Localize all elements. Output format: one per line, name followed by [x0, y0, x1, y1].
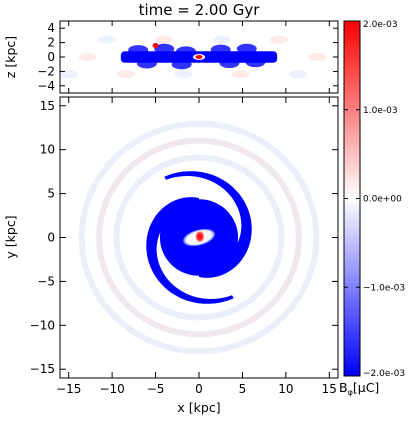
edge-on-slab-lobe — [154, 43, 175, 54]
edge-on-slab-lobe — [245, 57, 266, 68]
edge-on-faint-streak — [117, 70, 136, 79]
face-on-y-tick-label: 10 — [40, 143, 55, 157]
edge-on-y-tick-label: 0 — [47, 50, 55, 64]
edge-on-faint-streak — [60, 70, 78, 79]
face-on-faint-ring — [113, 154, 285, 321]
edge-on-faint-streak — [155, 35, 174, 44]
edge-on-slab-lobe — [136, 58, 157, 69]
edge-on-slab-lobe — [175, 46, 196, 57]
edge-on-slab-lobe — [210, 44, 231, 55]
edge-on-y-tick-label: −4 — [37, 79, 55, 93]
face-on-y-tick-label: 0 — [47, 231, 55, 245]
face-on-y-tick-label: −5 — [37, 274, 55, 288]
colorbar-label-sub: φ — [348, 388, 353, 397]
edge-on-y-tick-label: 2 — [47, 36, 55, 50]
edge-on-slab-lobe — [219, 58, 240, 69]
face-on-x-tick-label: 0 — [195, 382, 203, 396]
face-on-y-tick-label: −15 — [30, 362, 55, 376]
chart-title: time = 2.00 Gyr — [139, 1, 261, 19]
face-on-x-tick-label: −15 — [56, 382, 81, 396]
edge-on-slab-lobe — [128, 45, 149, 56]
face-on-y-tick-label: 5 — [47, 187, 55, 201]
edge-on-y-axis-label: z [kpc] — [3, 36, 18, 78]
edge-on-positive-spot — [152, 42, 159, 48]
face-on-x-tick-label: 5 — [239, 382, 247, 396]
edge-on-faint-streak — [289, 70, 308, 79]
edge-on-positive-core — [195, 55, 203, 59]
colorbar-label-base: B — [339, 380, 348, 395]
face-on-x-tick-label: 15 — [322, 382, 337, 396]
edge-on-y-tick-label: −2 — [37, 64, 55, 78]
edge-on-field-map — [60, 35, 327, 79]
face-on-ticks: −15 −10 −5 0 5 10 15 −15 −10 −5 0 5 10 15 — [30, 97, 338, 396]
face-on-x-axis-label: x [kpc] — [177, 400, 220, 415]
edge-on-slab-lobe — [171, 59, 192, 70]
edge-on-slab-lobe — [236, 43, 257, 54]
edge-on-faint-streak — [231, 70, 250, 79]
colorbar-label-unit: [μC] — [353, 380, 379, 395]
edge-on-faint-streak — [212, 35, 231, 44]
face-on-y-axis-label: y [kpc] — [3, 215, 18, 258]
face-on-positive-core — [195, 230, 205, 243]
face-on-faint-ring — [78, 120, 320, 355]
colorbar-tick-label: −2.0e-03 — [363, 369, 405, 379]
colorbar-tick-label: −1.0e-03 — [363, 283, 405, 293]
face-on-x-tick-label: −5 — [147, 382, 165, 396]
edge-on-faint-streak — [269, 35, 288, 44]
colorbar-ticks: 2.0e-03 1.0e-03 0.0e+00 −1.0e-03 −2.0e-03 — [344, 20, 405, 379]
colorbar-tick-label: 0.0e+00 — [363, 195, 402, 205]
colorbar-label: Bφ[μC] — [339, 380, 379, 397]
face-on-x-tick-label: 10 — [278, 382, 293, 396]
colorbar-tick-label: 2.0e-03 — [363, 20, 398, 30]
face-on-faint-ring — [96, 137, 302, 338]
colorbar: 2.0e-03 1.0e-03 0.0e+00 −1.0e-03 −2.0e-03 Bφ… — [339, 20, 405, 397]
edge-on-faint-streak — [97, 35, 116, 44]
face-on-panel: −15 −10 −5 0 5 10 15 −15 −10 −5 0 5 10 15 x [kpc] y [… — [3, 96, 339, 415]
edge-on-faint-streak — [78, 53, 97, 61]
face-on-x-tick-label: −10 — [99, 382, 124, 396]
edge-on-faint-streak — [308, 53, 327, 61]
face-on-field-map — [78, 120, 320, 355]
colorbar-tick-label: 1.0e-03 — [363, 106, 398, 116]
face-on-y-tick-label: −10 — [30, 318, 55, 332]
face-on-y-tick-label: 15 — [40, 99, 55, 113]
edge-on-faint-streak — [174, 70, 193, 79]
edge-on-y-tick-label: 4 — [47, 21, 55, 35]
